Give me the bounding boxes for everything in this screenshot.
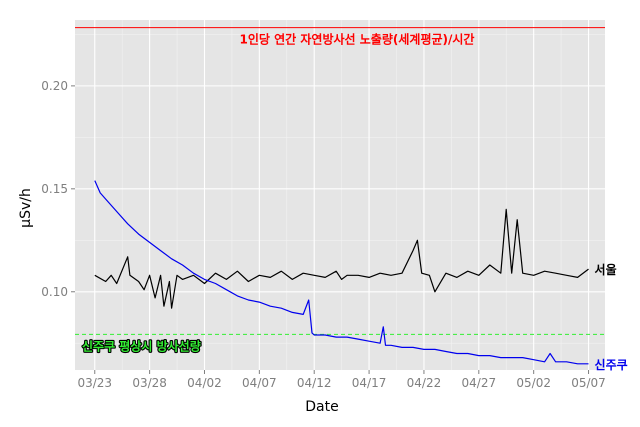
x-tick-label: 04/27 (462, 376, 497, 390)
reference-lines (75, 27, 605, 335)
series-lines (94, 180, 589, 365)
series-line (94, 208, 589, 309)
x-axis: 03/23 03/28 04/02 04/07 04/12 04/17 04/22 04/27… (77, 370, 606, 390)
y-tick-label: 0.15 (41, 182, 68, 196)
reference-label: 1인당 연간 자연방사선 노출량(세계평균)/시간 (240, 32, 475, 47)
plot-panel (75, 20, 605, 370)
x-tick-label: 05/02 (516, 376, 551, 390)
y-tick-label: 0.20 (41, 79, 68, 93)
x-tick-label: 04/07 (242, 376, 277, 390)
x-axis-title: Date (305, 399, 338, 415)
series-label: 신주쿠 (595, 357, 628, 372)
x-tick-label: 04/17 (352, 376, 387, 390)
x-tick-label: 04/12 (297, 376, 332, 390)
x-tick-label: 04/22 (407, 376, 442, 390)
x-tick-label: 05/07 (571, 376, 606, 390)
grid-minor (75, 20, 605, 370)
reference-label: 신주쿠 평상시 방사선량 (82, 338, 201, 353)
grid-major (75, 20, 605, 370)
y-axis-title: μSv/h (18, 188, 34, 228)
x-tick-label: 04/02 (187, 376, 222, 390)
series-label: 서울 (595, 262, 617, 277)
y-tick-label: 0.10 (41, 285, 68, 299)
x-tick-label: 03/23 (77, 376, 112, 390)
y-axis: 0.10 0.15 0.20 (41, 79, 75, 299)
series-line (94, 180, 589, 365)
x-tick-label: 03/28 (132, 376, 167, 390)
